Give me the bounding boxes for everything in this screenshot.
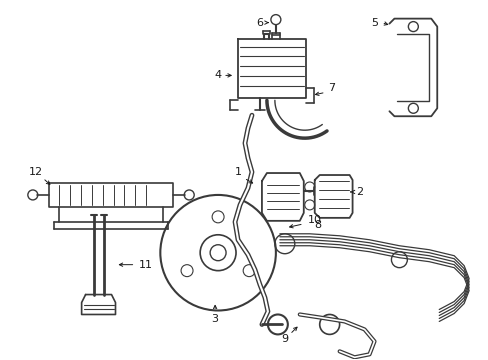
Text: 3: 3 — [211, 314, 218, 324]
Text: 10: 10 — [307, 215, 321, 225]
Text: 1: 1 — [234, 167, 241, 177]
Text: 4: 4 — [214, 71, 221, 80]
Text: 2: 2 — [355, 187, 363, 197]
Text: 5: 5 — [370, 18, 377, 28]
Text: 9: 9 — [281, 334, 288, 345]
Text: 6: 6 — [256, 18, 263, 28]
Text: 7: 7 — [327, 84, 335, 93]
Text: 11: 11 — [138, 260, 152, 270]
Text: 8: 8 — [313, 220, 321, 230]
Text: 12: 12 — [29, 167, 43, 177]
